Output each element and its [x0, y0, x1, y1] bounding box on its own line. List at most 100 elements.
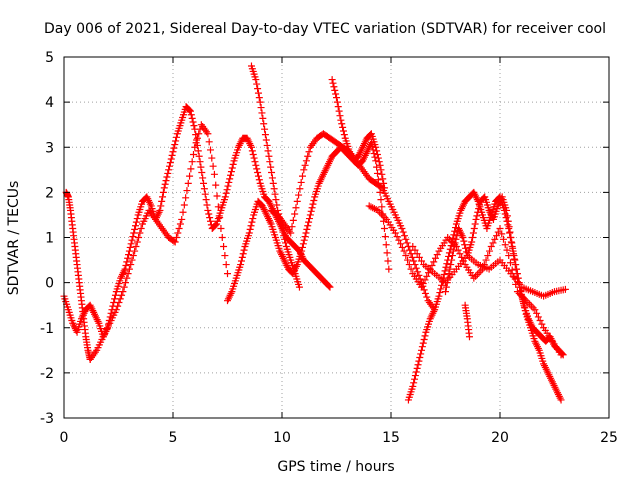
data-point: [517, 290, 525, 298]
data-point: [291, 210, 299, 218]
data-point: [259, 114, 267, 122]
data-point: [122, 261, 130, 269]
data-point: [538, 320, 546, 328]
data-point: [413, 250, 421, 258]
data-point: [512, 265, 520, 273]
data-point: [288, 223, 296, 231]
data-point: [519, 298, 527, 306]
data-point: [228, 164, 236, 172]
data-point: [187, 111, 195, 119]
data-point: [493, 232, 501, 240]
data-point: [197, 163, 205, 171]
data-point: [442, 288, 449, 296]
data-point: [247, 222, 255, 230]
data-point: [256, 98, 264, 106]
data-point: [420, 335, 428, 343]
data-point: [506, 228, 514, 236]
data-point: [411, 372, 419, 380]
data-point: [380, 179, 388, 187]
data-point: [188, 158, 196, 166]
data-point: [170, 144, 178, 152]
data-point: [166, 159, 174, 167]
data-point: [119, 288, 127, 296]
y-tick-label: 1: [45, 231, 54, 247]
data-point: [418, 346, 426, 354]
data-point: [503, 212, 511, 220]
data-point: [400, 247, 408, 255]
data-point: [423, 293, 431, 301]
data-point: [217, 224, 225, 232]
series-track-e: [247, 62, 303, 291]
data-point: [281, 235, 289, 243]
data-point: [402, 235, 410, 243]
data-point: [561, 285, 569, 293]
data-point: [237, 257, 245, 265]
data-point: [421, 276, 429, 284]
data-point: [410, 379, 418, 387]
data-point: [402, 252, 410, 260]
data-point: [195, 130, 203, 138]
data-point: [331, 86, 339, 94]
data-point: [123, 274, 131, 282]
data-point: [302, 157, 310, 165]
data-point: [511, 261, 519, 269]
data-point: [192, 131, 200, 139]
data-point: [471, 220, 479, 228]
data-point: [269, 179, 277, 187]
data-point: [254, 172, 262, 180]
data-point: [407, 265, 415, 273]
data-point: [430, 258, 438, 266]
data-point: [121, 279, 129, 287]
data-point: [268, 174, 276, 182]
data-point: [326, 283, 334, 291]
data-point: [253, 165, 261, 173]
data-point: [370, 150, 378, 158]
data-point: [440, 271, 448, 279]
data-point: [503, 206, 511, 214]
data-point: [531, 306, 539, 314]
data-point: [254, 169, 262, 177]
data-point: [473, 212, 481, 220]
data-point: [222, 189, 230, 197]
data-point: [184, 179, 192, 187]
data-point: [452, 235, 460, 243]
data-point: [191, 143, 199, 151]
data-point: [267, 163, 275, 171]
data-point: [175, 224, 183, 232]
data-point: [559, 351, 567, 359]
data-point: [240, 246, 248, 254]
data-point: [225, 178, 233, 186]
data-point: [339, 127, 347, 135]
data-point: [409, 382, 417, 390]
data-point: [255, 176, 263, 184]
data-point: [380, 224, 388, 232]
data-point: [245, 229, 253, 237]
data-point: [295, 191, 303, 199]
data-point: [472, 215, 480, 223]
data-point: [164, 169, 172, 177]
data-point: [410, 257, 418, 265]
data-point: [183, 187, 191, 195]
data-point: [333, 98, 341, 106]
data-point: [223, 186, 231, 194]
data-point: [378, 203, 386, 211]
data-point: [428, 261, 436, 269]
y-tick-label: 3: [45, 140, 54, 156]
data-point: [120, 283, 128, 291]
data-point: [222, 261, 230, 269]
data-point: [409, 243, 417, 251]
data-point: [182, 194, 190, 202]
data-point: [423, 272, 431, 280]
data-point: [128, 236, 136, 244]
data-point: [448, 256, 456, 264]
data-point: [494, 228, 502, 236]
data-point: [503, 246, 511, 254]
data-point: [305, 215, 313, 223]
data-point: [131, 225, 139, 233]
data-point: [487, 243, 495, 251]
y-tick-label: -1: [40, 321, 54, 337]
data-point: [190, 122, 198, 130]
data-point: [305, 218, 313, 226]
data-point: [328, 76, 336, 84]
data-point: [484, 252, 492, 260]
